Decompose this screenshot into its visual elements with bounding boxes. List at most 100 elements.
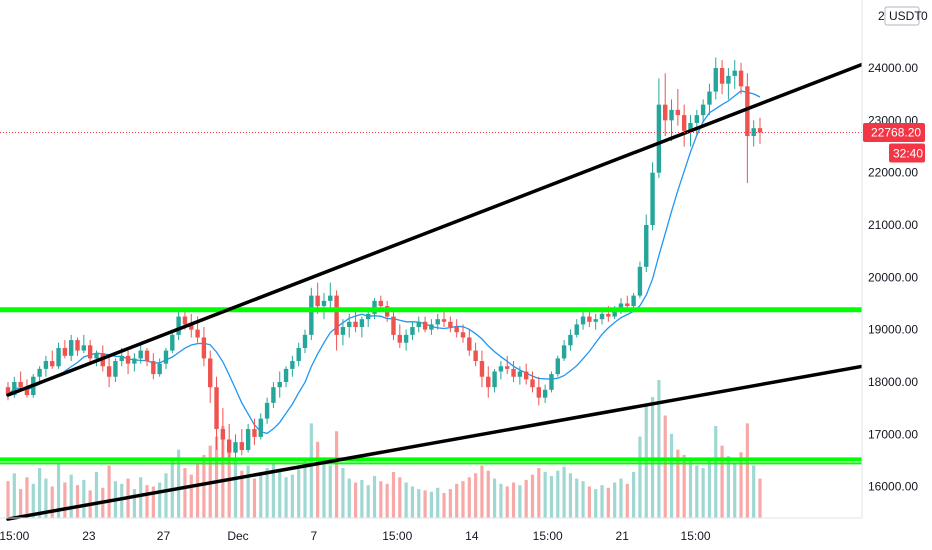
volume-bar bbox=[297, 469, 301, 518]
candle-body bbox=[302, 334, 308, 348]
currency-badge-label: USDT bbox=[889, 9, 922, 23]
volume-bar bbox=[353, 482, 358, 518]
candle-body bbox=[498, 366, 504, 372]
volume-bar bbox=[202, 454, 206, 518]
candle-body bbox=[271, 387, 276, 403]
candle-body bbox=[106, 366, 112, 377]
candle-body bbox=[397, 334, 402, 343]
volume-bar bbox=[322, 457, 326, 518]
header-partial-label: 2 bbox=[878, 9, 885, 23]
volume-bar bbox=[676, 449, 680, 518]
volume-bar bbox=[50, 486, 54, 518]
candle-body bbox=[239, 442, 245, 450]
volume-bar bbox=[341, 468, 345, 518]
volume-bar bbox=[410, 486, 415, 518]
candle-body bbox=[694, 115, 700, 123]
plot-area[interactable] bbox=[0, 0, 862, 518]
candle-body bbox=[94, 353, 99, 359]
candle-body bbox=[283, 368, 289, 382]
currency-badge[interactable]: USDT bbox=[884, 6, 922, 26]
volume-bar bbox=[669, 433, 674, 518]
candle-body bbox=[416, 321, 421, 328]
volume-bar bbox=[233, 460, 238, 518]
candle-body bbox=[530, 379, 535, 388]
candle-body bbox=[43, 361, 49, 369]
x-tick-label: 21 bbox=[616, 529, 630, 543]
candle-body bbox=[113, 361, 118, 377]
volume-bar bbox=[613, 482, 617, 518]
candle-body bbox=[233, 442, 238, 453]
candle-body bbox=[68, 340, 74, 356]
volume-bar bbox=[486, 470, 490, 518]
trendline-upper-channel bbox=[6, 35, 932, 397]
volume-bar bbox=[492, 478, 497, 518]
volume-bar bbox=[745, 423, 749, 518]
volume-bar bbox=[316, 441, 320, 518]
candle-body bbox=[214, 387, 219, 430]
candle-body bbox=[208, 358, 213, 388]
volume-bar bbox=[265, 468, 269, 518]
candle-body bbox=[555, 358, 560, 375]
candle-body bbox=[138, 350, 143, 359]
volume-bar bbox=[543, 472, 547, 518]
candle-body bbox=[12, 381, 17, 396]
volume-bar bbox=[158, 482, 162, 518]
volume-bar bbox=[682, 454, 686, 518]
volume-bar bbox=[107, 465, 111, 518]
candle-body bbox=[542, 389, 548, 398]
last-price-tag: 22768.20 32:40 bbox=[863, 122, 925, 163]
price-axis-background[interactable] bbox=[862, 0, 932, 550]
volume-bar bbox=[303, 460, 307, 518]
x-tick-label: 15:00 bbox=[681, 529, 711, 543]
volume-bar bbox=[94, 472, 99, 518]
y-tick-label: 16000.00 bbox=[868, 480, 918, 494]
candle-body bbox=[189, 324, 194, 330]
volume-bar bbox=[145, 485, 149, 518]
volume-bar bbox=[328, 465, 332, 518]
candle-body bbox=[599, 313, 605, 320]
volume-bar bbox=[461, 481, 465, 518]
volume-bar bbox=[720, 445, 724, 518]
candle-body bbox=[75, 340, 80, 351]
volume-bar bbox=[429, 491, 433, 518]
volume-bar bbox=[568, 473, 573, 518]
candle-body bbox=[151, 361, 156, 375]
candle-body bbox=[315, 295, 320, 307]
volume-bar bbox=[549, 475, 554, 518]
volume-bar bbox=[189, 474, 193, 518]
candle-body bbox=[517, 371, 523, 377]
candle-body bbox=[700, 104, 706, 116]
volume-bar bbox=[511, 482, 516, 518]
volume-bar bbox=[657, 380, 661, 518]
candle-body bbox=[492, 371, 497, 388]
candle-body bbox=[625, 303, 630, 307]
candle-body bbox=[606, 313, 611, 317]
candle-body bbox=[378, 300, 384, 307]
countdown-label: 32:40 bbox=[893, 146, 923, 160]
x-tick-label: Dec bbox=[227, 529, 248, 543]
candle-body bbox=[182, 316, 188, 325]
candle-body bbox=[738, 70, 744, 87]
candle-body bbox=[637, 266, 643, 296]
candle-body bbox=[144, 350, 150, 362]
candle-body bbox=[290, 361, 295, 369]
candle-body bbox=[62, 347, 68, 356]
last-price-label: 22768.20 bbox=[871, 125, 921, 139]
x-tick-label: 23 bbox=[82, 529, 96, 543]
volume-bar bbox=[695, 465, 699, 518]
candle-body bbox=[195, 329, 200, 338]
volume-bar bbox=[12, 473, 16, 518]
candle-body bbox=[347, 321, 352, 328]
volume-bar bbox=[151, 486, 155, 518]
y-tick-label: 18000.00 bbox=[868, 375, 918, 389]
volume-bar bbox=[309, 423, 313, 518]
volume-bar bbox=[733, 462, 737, 518]
candle-body bbox=[713, 68, 718, 92]
candle-body bbox=[119, 355, 124, 362]
candle-body bbox=[81, 345, 87, 351]
candle-body bbox=[549, 374, 554, 390]
y-tick-label: 20000.00 bbox=[868, 270, 918, 284]
volume-bar bbox=[600, 485, 604, 518]
candle-body bbox=[650, 172, 655, 225]
